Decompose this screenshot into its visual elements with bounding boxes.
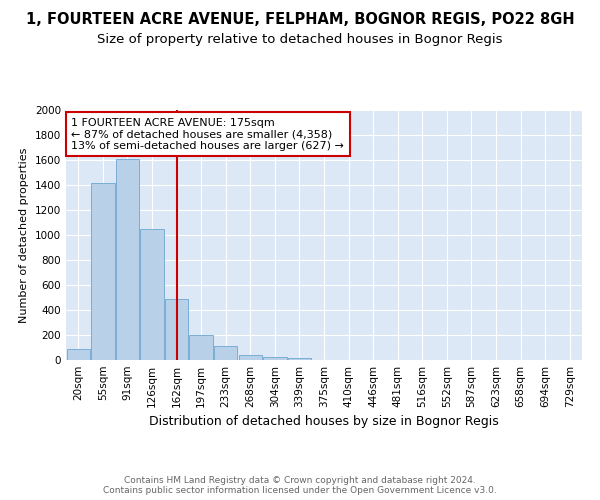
Bar <box>214 346 238 360</box>
Bar <box>140 229 164 360</box>
Y-axis label: Number of detached properties: Number of detached properties <box>19 148 29 322</box>
Text: 1 FOURTEEN ACRE AVENUE: 175sqm
← 87% of detached houses are smaller (4,358)
13% : 1 FOURTEEN ACRE AVENUE: 175sqm ← 87% of … <box>71 118 344 150</box>
Text: Size of property relative to detached houses in Bognor Regis: Size of property relative to detached ho… <box>97 32 503 46</box>
Bar <box>165 298 188 360</box>
Bar <box>91 182 115 360</box>
X-axis label: Distribution of detached houses by size in Bognor Regis: Distribution of detached houses by size … <box>149 416 499 428</box>
Text: 1, FOURTEEN ACRE AVENUE, FELPHAM, BOGNOR REGIS, PO22 8GH: 1, FOURTEEN ACRE AVENUE, FELPHAM, BOGNOR… <box>26 12 574 28</box>
Text: Contains HM Land Registry data © Crown copyright and database right 2024.
Contai: Contains HM Land Registry data © Crown c… <box>103 476 497 495</box>
Bar <box>239 355 262 360</box>
Bar <box>190 335 213 360</box>
Bar <box>288 358 311 360</box>
Bar <box>263 357 287 360</box>
Bar <box>116 159 139 360</box>
Bar <box>67 349 90 360</box>
